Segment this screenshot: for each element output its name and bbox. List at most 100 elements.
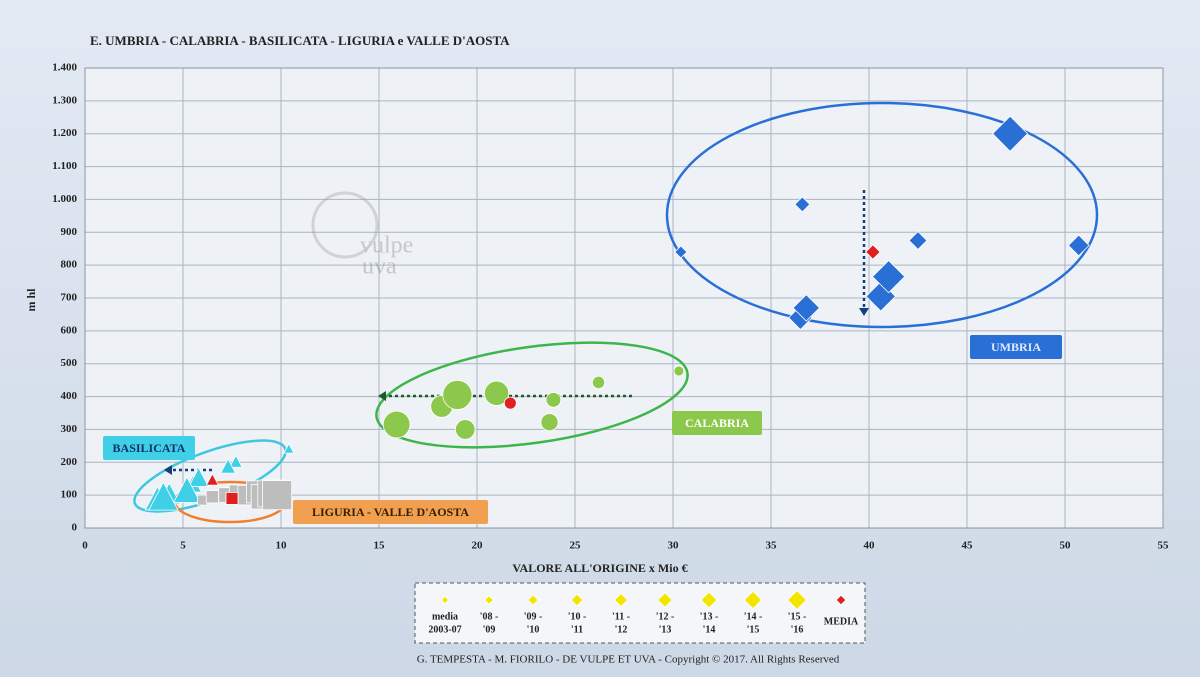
- y-tick-label: 900: [61, 226, 78, 238]
- y-tick-label: 100: [61, 489, 78, 501]
- chart-title: E. UMBRIA - CALABRIA - BASILICATA - LIGU…: [90, 33, 510, 48]
- point: [674, 245, 688, 259]
- point: [172, 476, 201, 503]
- legend-label: 2003-07: [428, 624, 461, 635]
- arrowhead: [164, 465, 172, 475]
- y-axis-label: m hl: [24, 288, 38, 312]
- y-tick-label: 1.100: [52, 160, 77, 172]
- legend-label: '11 -: [612, 611, 630, 622]
- point: [455, 419, 476, 440]
- legend-label: '13: [659, 624, 672, 635]
- legend-marker: [484, 595, 494, 605]
- series-label-box: [672, 411, 762, 435]
- legend-marker: [787, 590, 807, 610]
- point: [545, 392, 562, 408]
- arrowhead: [859, 308, 869, 316]
- y-tick-label: 1.300: [52, 94, 77, 106]
- legend-label: '15 -: [788, 611, 807, 622]
- point: [148, 481, 179, 511]
- arrows: [164, 190, 869, 475]
- series-label: CALABRIA: [685, 416, 749, 430]
- legend-label: '09 -: [524, 611, 543, 622]
- legend-label: '14 -: [744, 611, 763, 622]
- x-tick-label: 15: [374, 540, 386, 552]
- x-tick-label: 25: [570, 540, 582, 552]
- point: [540, 413, 559, 432]
- watermark-text: vulpe: [360, 233, 413, 259]
- legend-marker: [835, 594, 847, 606]
- legend-label: '08 -: [480, 611, 499, 622]
- x-axis-label: VALORE ALL'ORIGINE x Mio €: [512, 561, 687, 575]
- point: [591, 375, 606, 390]
- plot-border: [84, 67, 1164, 529]
- legend-marker: [613, 592, 629, 608]
- legend-label: '14: [703, 624, 716, 635]
- y-tick-label: 0: [72, 522, 78, 534]
- legend-label: '13 -: [700, 611, 719, 622]
- watermark: vulpe uva: [311, 191, 413, 280]
- legend-label: '12 -: [656, 611, 675, 622]
- point: [382, 410, 411, 439]
- legend-marker: [570, 593, 584, 607]
- media-point: [225, 492, 239, 505]
- point: [229, 454, 243, 468]
- legend-marker: [440, 595, 450, 605]
- legend-label: '10 -: [568, 611, 587, 622]
- y-tick-label: 800: [61, 259, 78, 271]
- y-tick-label: 700: [61, 292, 78, 304]
- legend-label: '10: [527, 624, 540, 635]
- media-point: [205, 472, 220, 486]
- y-tick-label: 500: [61, 357, 78, 369]
- x-tick-label: 50: [1060, 540, 1072, 552]
- arrowhead: [378, 391, 386, 401]
- y-tick-label: 400: [61, 390, 78, 402]
- legend-label: media: [432, 611, 458, 622]
- point: [992, 115, 1029, 152]
- series-label-box: [970, 335, 1062, 359]
- series-label-box: [293, 500, 488, 524]
- watermark-text: uva: [362, 254, 397, 280]
- point: [908, 231, 928, 250]
- legend-marker: [700, 591, 718, 609]
- series-label: LIGURIA - VALLE D'AOSTA: [312, 505, 469, 519]
- legend-marker: [657, 592, 673, 608]
- point: [262, 480, 293, 511]
- x-tick-label: 40: [864, 540, 876, 552]
- x-tick-label: 5: [180, 540, 186, 552]
- y-tick-label: 1.400: [52, 62, 77, 74]
- point: [283, 442, 295, 454]
- legend-label: '11: [571, 624, 583, 635]
- legend-label: '16: [791, 624, 804, 635]
- watermark-logo: [311, 191, 379, 259]
- series-label: UMBRIA: [991, 340, 1041, 354]
- y-tick-label: 200: [61, 456, 78, 468]
- y-tick-label: 300: [61, 423, 78, 435]
- y-tick-label: 1.000: [52, 193, 77, 205]
- point: [220, 458, 237, 474]
- legend-label: '12: [615, 624, 628, 635]
- y-tick-label: 600: [61, 324, 78, 336]
- legend-box: [414, 582, 866, 644]
- x-tick-label: 35: [766, 540, 778, 552]
- legend-marker: [527, 594, 539, 606]
- media-point: [503, 396, 517, 410]
- x-tick-label: 10: [276, 540, 288, 552]
- legend-label: '15: [747, 624, 760, 635]
- series-label: BASILICATA: [113, 441, 186, 455]
- point: [442, 379, 473, 410]
- point: [794, 196, 811, 213]
- point: [871, 259, 906, 294]
- point: [1067, 234, 1090, 257]
- x-tick-label: 0: [82, 540, 88, 552]
- legend-label: '09: [483, 624, 496, 635]
- legend-marker: [743, 590, 763, 610]
- x-tick-label: 55: [1158, 540, 1170, 552]
- point: [188, 467, 210, 487]
- series-label-box: [103, 436, 195, 460]
- calabria-ellipse: [375, 341, 689, 449]
- legend-label: MEDIA: [824, 616, 859, 627]
- point: [865, 281, 896, 312]
- umbria-ellipse: [665, 101, 1099, 329]
- footer: G. TEMPESTA - M. FIORILO - DE VULPE ET U…: [417, 654, 840, 666]
